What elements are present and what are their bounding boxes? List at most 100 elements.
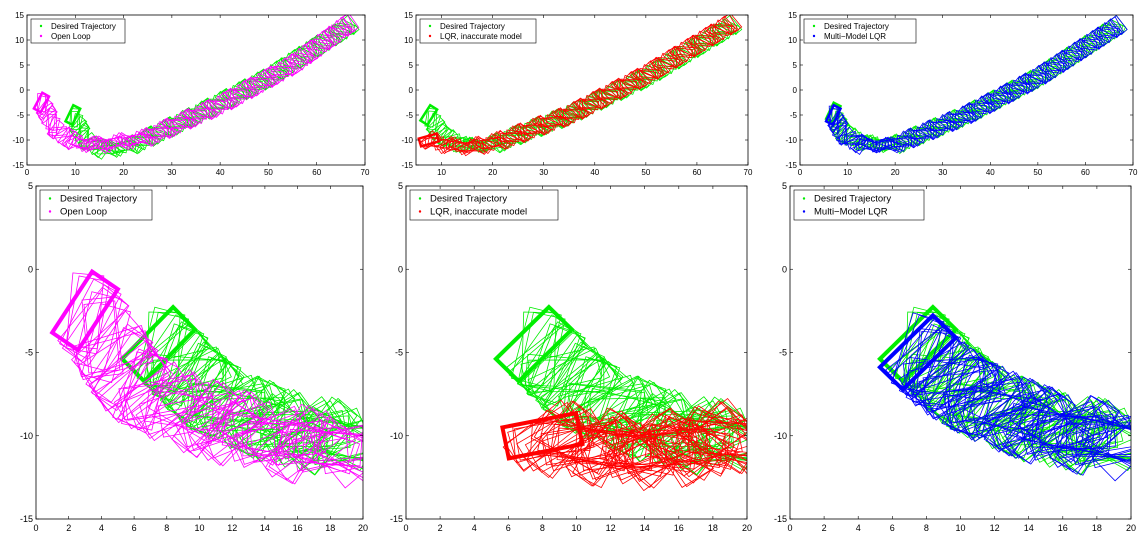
trajectory-box [442, 138, 464, 153]
trajectory-box [995, 85, 1015, 105]
trajectory-box [714, 19, 736, 36]
x-tick-label: 70 [361, 168, 370, 177]
legend-marker [428, 34, 432, 38]
trajectory-box [1026, 70, 1047, 86]
trajectory-box [891, 138, 909, 148]
trajectory-box [914, 347, 993, 421]
y-tick-label: -10 [785, 136, 797, 145]
x-tick-label: 10 [955, 523, 965, 533]
trajectory-box [1037, 413, 1117, 454]
legend-marker [812, 34, 816, 38]
x-tick-label: 70 [744, 168, 753, 177]
x-tick-label: 70 [1129, 168, 1138, 177]
trajectory-box [264, 65, 284, 86]
trajectory-box [644, 424, 725, 468]
x-tick-label: 20 [488, 168, 497, 177]
trajectory-box [189, 390, 267, 461]
y-tick-label: 15 [15, 11, 24, 20]
x-tick-label: 2 [66, 523, 71, 533]
trajectory-box [201, 97, 221, 118]
x-tick-label: 2 [438, 523, 443, 533]
trajectory-box [457, 138, 479, 156]
trajectory-box [574, 97, 594, 118]
y-tick-label: 0 [793, 86, 798, 95]
legend-marker [39, 24, 43, 28]
trajectory-box [937, 114, 958, 132]
trajectory-box [1078, 39, 1098, 51]
trajectory-box [91, 326, 153, 408]
trajectory-box [829, 116, 849, 136]
trajectory-box [993, 386, 1074, 459]
x-tick-label: 6 [132, 523, 137, 533]
trajectory-box [225, 409, 304, 462]
trajectory-box [945, 111, 966, 128]
trajectory-box [48, 114, 57, 133]
trajectory-box [295, 425, 363, 473]
trajectory-box [673, 417, 747, 463]
trajectory-box [51, 127, 71, 139]
trajectory-box [234, 411, 314, 465]
start-box [417, 132, 441, 148]
trajectory-box [238, 78, 258, 98]
trajectory-box [70, 113, 84, 134]
trajectory-box [531, 116, 553, 136]
trajectory-box [280, 419, 361, 475]
trajectory-box [1075, 38, 1096, 55]
plot-area [493, 304, 747, 492]
trajectory-box [179, 108, 198, 130]
trajectory-box [554, 107, 575, 127]
trajectory-box [705, 417, 747, 466]
trajectory-box [94, 346, 171, 421]
legend-marker [48, 210, 52, 213]
x-tick-label: 18 [325, 523, 335, 533]
trajectory-box [94, 135, 115, 153]
trajectory-box [560, 109, 581, 120]
trajectory-box [1023, 414, 1100, 448]
legend-label: LQR, inaccurate model [440, 32, 522, 41]
trajectory-box [146, 311, 181, 387]
start-box [877, 312, 959, 393]
trajectory-box [579, 99, 600, 110]
chart-panel-top-left: 0 10 20 30 40 50 60 70 -15 -10 -5 0 5 10 15 Desired Tra… [12, 11, 370, 177]
trajectory-box [313, 422, 363, 473]
trajectory-box [1109, 15, 1128, 36]
legend-label: Desired Trajectory [440, 22, 505, 31]
trajectory-box [215, 400, 295, 466]
start-box [49, 268, 121, 353]
trajectory-box [436, 135, 457, 155]
trajectory-box [831, 118, 849, 140]
legend-label: Desired Trajectory [814, 194, 891, 205]
legend-label: Desired Trajectory [824, 22, 889, 31]
start-box [493, 304, 575, 385]
trajectory-box [677, 41, 699, 58]
trajectory-box [525, 121, 546, 134]
trajectory-box [103, 135, 125, 151]
x-tick-label: 50 [1033, 168, 1042, 177]
trajectory-box [700, 401, 747, 462]
y-tick-label: -10 [390, 431, 403, 441]
trajectory-box [878, 138, 899, 152]
legend-marker [802, 210, 806, 213]
legend-marker [48, 197, 52, 200]
start-box [500, 410, 585, 461]
legend-label: Open Loop [51, 32, 91, 41]
trajectory-box [251, 71, 272, 91]
trajectory-box [173, 381, 247, 458]
x-tick-label: 40 [216, 168, 225, 177]
trajectory-box [286, 53, 307, 71]
trajectory-box [1000, 82, 1020, 103]
trajectory-box [513, 415, 595, 461]
trajectory-box [257, 68, 277, 89]
x-tick-label: 30 [938, 168, 947, 177]
trajectory-box [941, 111, 960, 132]
trajectory-box [229, 405, 309, 468]
trajectory-box [835, 126, 855, 146]
x-tick-label: 18 [708, 523, 718, 533]
trajectory-box [975, 377, 1054, 453]
chart-panel-bottom-right: 0 2 4 6 8 10 12 14 16 18 20 -15 -10 -5 0 5 Desired Traje… [774, 181, 1136, 533]
trajectory-box [943, 110, 963, 131]
trajectory-box [982, 92, 1001, 112]
trajectory-box [976, 95, 996, 115]
